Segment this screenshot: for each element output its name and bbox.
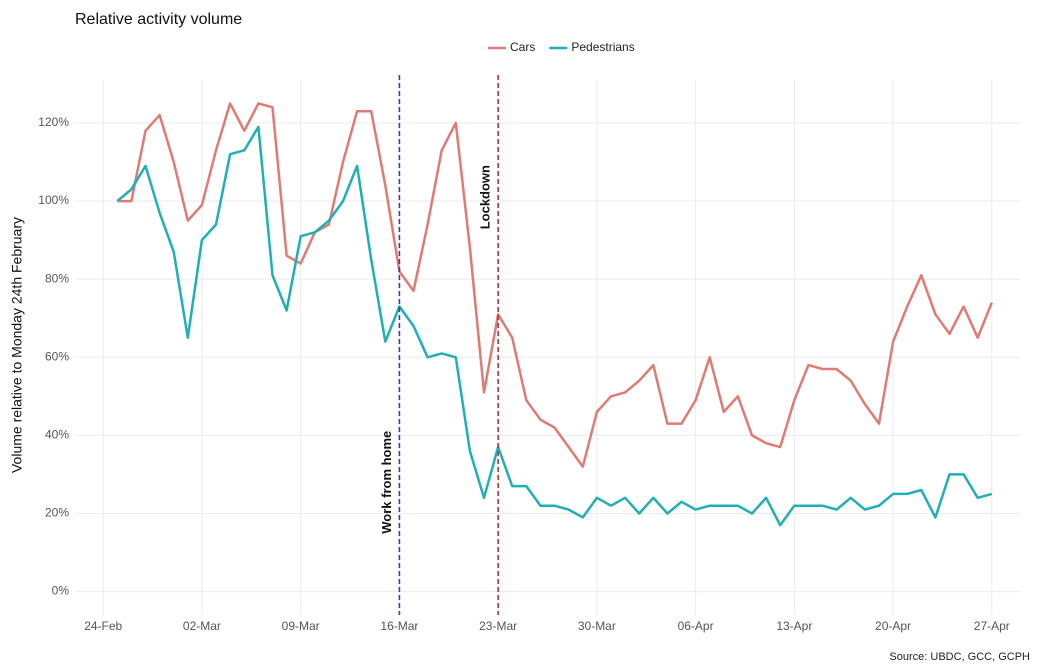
annotation-label: Work from home (379, 431, 394, 534)
y-tick-label: 120% (38, 115, 69, 129)
y-tick-label: 20% (45, 506, 69, 520)
x-tick-label: 20-Apr (875, 619, 911, 633)
chart-title: Relative activity volume (75, 11, 242, 28)
x-tick-label: 09-Mar (282, 619, 320, 633)
legend-label: Cars (510, 40, 535, 54)
y-tick-label: 80% (45, 271, 69, 285)
x-tick-label: 30-Mar (578, 619, 616, 633)
y-axis-title: Volume relative to Monday 24th February (9, 217, 25, 473)
y-tick-label: 60% (45, 349, 69, 363)
y-tick-label: 0% (52, 584, 70, 598)
annotation-label: Lockdown (478, 165, 493, 229)
x-tick-label: 13-Apr (776, 619, 812, 633)
legend-label: Pedestrians (571, 40, 634, 54)
series-line (116, 125, 993, 527)
source-note: Source: UBDC, GCC, GCPH (889, 651, 1030, 663)
x-tick-label: 02-Mar (183, 619, 221, 633)
x-tick-label: 23-Mar (479, 619, 517, 633)
x-tick-label: 27-Apr (974, 619, 1010, 633)
x-tick-label: 24-Feb (84, 619, 122, 633)
x-tick-label: 16-Mar (380, 619, 418, 633)
y-tick-label: 100% (38, 193, 69, 207)
series-line (117, 102, 993, 468)
x-tick-label: 06-Apr (678, 619, 714, 633)
y-tick-label: 40% (45, 428, 69, 442)
